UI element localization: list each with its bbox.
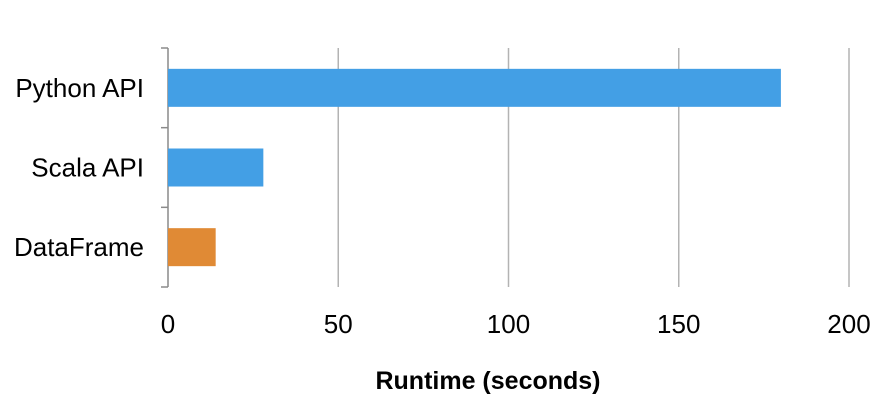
bar (168, 148, 264, 187)
labels: 0 50 100 150 200 Python API Scala API DataFrame (14, 73, 871, 339)
y-category-label: DataFrame (14, 232, 144, 262)
x-tick-label: 50 (324, 309, 353, 339)
x-axis-title: Runtime (seconds) (375, 367, 600, 395)
bar (168, 68, 781, 107)
axes (161, 47, 169, 288)
y-category-label: Scala API (31, 153, 144, 183)
x-tick-label: 0 (161, 309, 175, 339)
bars (168, 68, 781, 267)
x-tick-label: 100 (487, 309, 530, 339)
x-tick-label: 150 (657, 309, 700, 339)
bar (168, 228, 216, 267)
x-tick-label: 200 (827, 309, 870, 339)
y-category-label: Python API (15, 73, 144, 103)
